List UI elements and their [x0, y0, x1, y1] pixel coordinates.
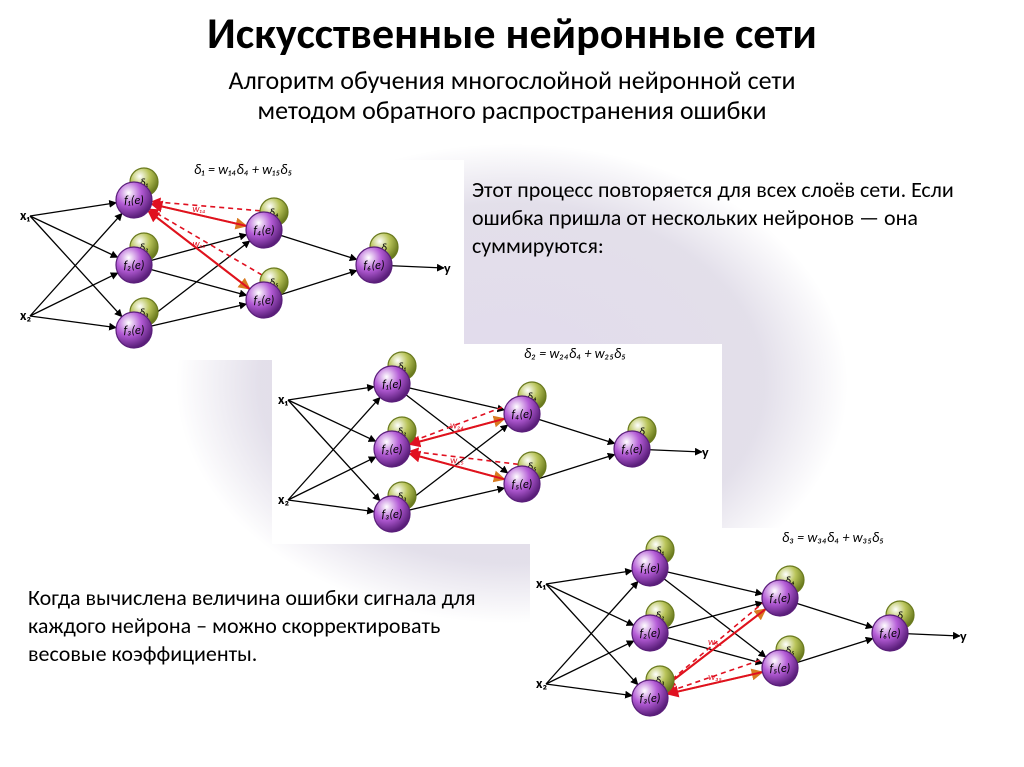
svg-text:f₅(e): f₅(e)	[770, 662, 791, 676]
svg-text:f₄(e): f₄(e)	[512, 408, 533, 422]
svg-text:f₃(e): f₃(e)	[640, 692, 661, 706]
equation-label: δ₃ = w₃₄δ₄ + w₃₅δ₅	[782, 529, 884, 546]
svg-text:f₁(e): f₁(e)	[382, 378, 402, 392]
output-label-y: y	[702, 444, 709, 461]
network-diagram-1: w₁₄w₁₅δ₁δ₂δ₃δ₄δ₅δf₁(e)f₂(e)f₃(e)f₄(e)f₅(…	[14, 160, 464, 360]
svg-text:w₃₄: w₃₄	[708, 635, 722, 648]
network-diagram-2: w₂₄w₂₅δ₁δ₂δ₃δ₄δ₅δf₁(e)f₂(e)f₃(e)f₄(e)f₅(…	[272, 344, 722, 544]
svg-text:f₂(e): f₂(e)	[382, 443, 403, 457]
input-label-x1: x₁	[278, 391, 288, 408]
svg-text:f₄(e): f₄(e)	[254, 224, 275, 238]
svg-text:f₆(e): f₆(e)	[622, 443, 643, 457]
svg-text:f₃(e): f₃(e)	[382, 508, 403, 522]
svg-text:f₅(e): f₅(e)	[254, 294, 275, 308]
equation-label: δ₂ = w₂₄δ₄ + w₂₅δ₅	[524, 345, 626, 362]
input-label-x1: x₁	[20, 207, 30, 224]
output-label-y: y	[960, 628, 967, 645]
svg-text:f₆(e): f₆(e)	[364, 259, 385, 273]
slide-subtitle: Алгоритм обучения многослойной нейронной…	[0, 66, 1024, 126]
input-label-x1: x₁	[536, 575, 546, 592]
input-label-x2: x₂	[20, 307, 31, 324]
svg-text:f₃(e): f₃(e)	[124, 324, 145, 338]
svg-text:f₂(e): f₂(e)	[640, 627, 661, 641]
svg-text:f₅(e): f₅(e)	[512, 478, 533, 492]
svg-text:f₁(e): f₁(e)	[640, 562, 660, 576]
svg-text:w₁₄: w₁₄	[192, 202, 205, 215]
svg-text:w₂₅: w₂₅	[450, 454, 464, 467]
slide-title: Искусственные нейронные сети	[0, 6, 1024, 60]
equation-label: δ₁ = w₁₄δ₄ + w₁₅δ₅	[194, 161, 292, 178]
output-label-y: y	[444, 260, 451, 277]
input-label-x2: x₂	[536, 675, 547, 692]
svg-text:f₁(e): f₁(e)	[124, 194, 144, 208]
svg-text:f₄(e): f₄(e)	[770, 592, 791, 606]
paragraph-top-right: Этот процесс повторяется для всех слоёв …	[472, 176, 982, 260]
svg-text:f₆(e): f₆(e)	[880, 627, 901, 641]
input-label-x2: x₂	[278, 491, 289, 508]
svg-text:f₂(e): f₂(e)	[124, 259, 145, 273]
network-diagram-3: w₃₄w₃₅δ₁δ₂δ₃δ₄δ₅δf₁(e)f₂(e)f₃(e)f₄(e)f₅(…	[530, 528, 980, 728]
paragraph-bottom-left: Когда вычислена величина ошибки сигнала …	[28, 584, 498, 668]
